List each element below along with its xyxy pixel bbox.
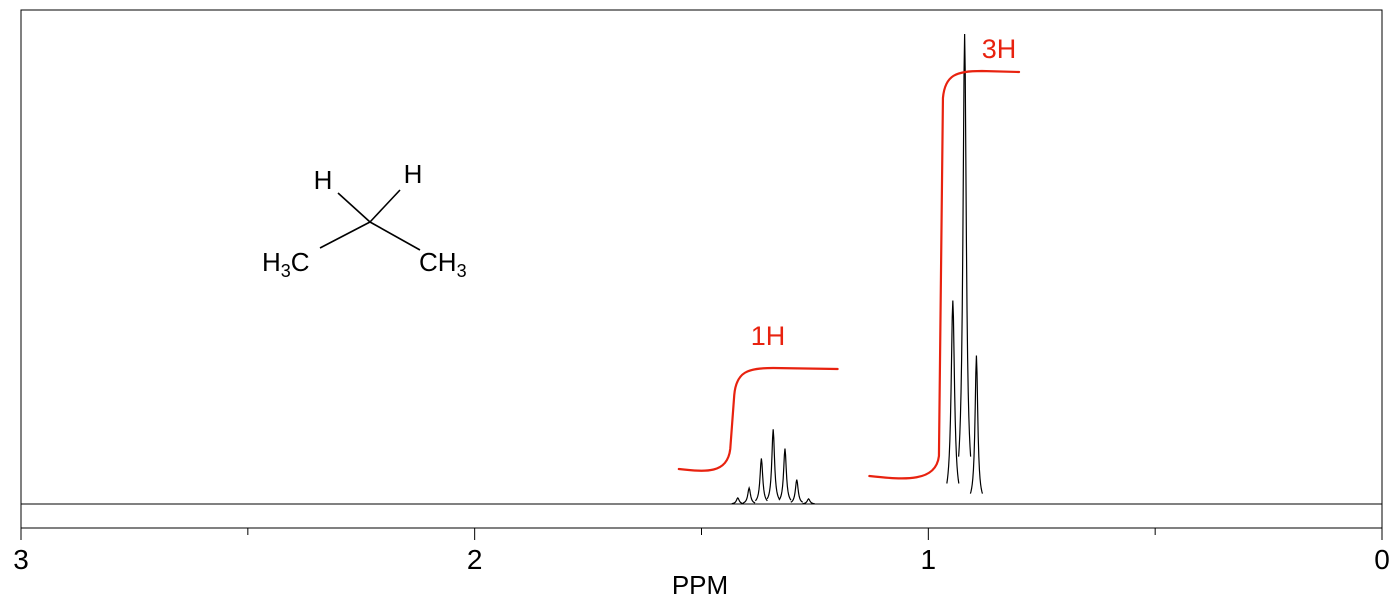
- atom-ch3-left-tail: C: [291, 247, 310, 277]
- spectrum-peak: [731, 496, 744, 505]
- bond-c-h-right: [369, 189, 401, 223]
- plot-frame: [20, 9, 1383, 529]
- bond-c-ch3-left: [319, 221, 371, 249]
- bond-c-h-left: [337, 192, 371, 223]
- atom-ch3-left: H3C: [262, 247, 310, 281]
- atom-ch3-right: CH3: [419, 247, 467, 281]
- spectrum-peak: [766, 429, 780, 500]
- spectrum-peak: [802, 497, 815, 505]
- spectrum-peak: [778, 448, 792, 501]
- integral-label-1h: 1H: [751, 321, 786, 351]
- atom-ch3-left-main: H: [262, 247, 281, 277]
- spectrum-peak: [754, 458, 768, 502]
- bond-c-ch3-right: [369, 221, 421, 251]
- integral-curve-3h: [868, 69, 1021, 480]
- molecule-structure: H H H3C CH3: [262, 159, 467, 281]
- x-axis-ticks: [20, 528, 1383, 540]
- spectrum-peak: [790, 479, 804, 503]
- spectrum-peak: [742, 486, 756, 504]
- spectrum-peaks: [731, 33, 983, 505]
- x-tick-label: 1: [921, 544, 937, 575]
- atom-ch3-right-sub: 3: [457, 261, 467, 281]
- x-tick-label: 3: [13, 544, 29, 575]
- spectrum-peak: [969, 355, 983, 494]
- integral-curves: [677, 69, 1021, 480]
- atom-h-left: H: [314, 165, 333, 195]
- x-tick-label: 2: [467, 544, 483, 575]
- integral-curve-1h: [677, 366, 839, 472]
- atom-h-right: H: [404, 159, 423, 189]
- spectrum-peak: [958, 33, 972, 457]
- x-axis-title: PPM: [672, 570, 728, 600]
- atom-ch3-right-main: CH: [419, 247, 457, 277]
- integral-label-3h: 3H: [982, 34, 1017, 64]
- x-tick-label: 0: [1374, 544, 1390, 575]
- spectrum-peak: [946, 300, 960, 484]
- atom-ch3-left-sub: 3: [281, 261, 291, 281]
